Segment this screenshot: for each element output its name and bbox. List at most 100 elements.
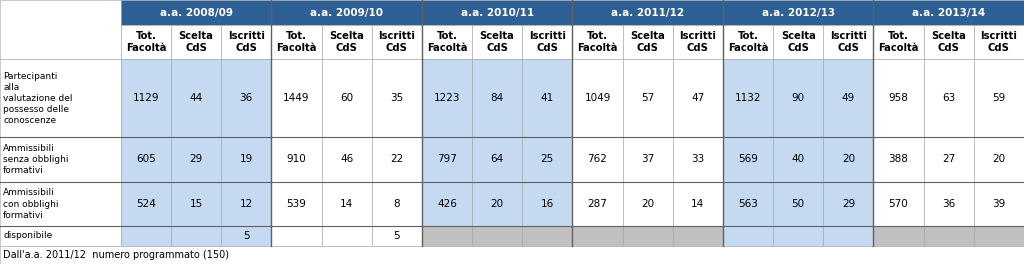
Text: Iscritti
CdS: Iscritti CdS xyxy=(528,31,566,53)
Bar xyxy=(221,137,271,182)
Bar xyxy=(0,227,121,246)
Text: Dall'a.a. 2011/12  numero programmato (150): Dall'a.a. 2011/12 numero programmato (15… xyxy=(3,250,229,260)
Text: Tot.
Facoltà: Tot. Facoltà xyxy=(427,31,467,53)
Text: 1049: 1049 xyxy=(585,93,610,103)
Bar xyxy=(372,182,422,227)
Bar xyxy=(0,137,121,182)
Text: 90: 90 xyxy=(792,93,805,103)
Bar xyxy=(271,25,322,59)
Bar xyxy=(924,137,974,182)
Text: 20: 20 xyxy=(842,154,855,164)
Text: 33: 33 xyxy=(691,154,705,164)
Text: 524: 524 xyxy=(136,199,156,209)
Text: Iscritti
CdS: Iscritti CdS xyxy=(679,31,717,53)
Bar xyxy=(121,227,171,246)
Text: 27: 27 xyxy=(942,154,955,164)
Bar xyxy=(221,25,271,59)
Bar xyxy=(422,227,472,246)
Bar xyxy=(673,137,723,182)
Text: 20: 20 xyxy=(490,199,504,209)
Text: 39: 39 xyxy=(992,199,1006,209)
Text: 19: 19 xyxy=(240,154,253,164)
Bar xyxy=(322,25,372,59)
Text: 14: 14 xyxy=(691,199,705,209)
Text: 36: 36 xyxy=(240,93,253,103)
Text: 64: 64 xyxy=(490,154,504,164)
Bar xyxy=(873,227,924,246)
Text: 15: 15 xyxy=(189,199,203,209)
Bar xyxy=(623,227,673,246)
Bar xyxy=(522,59,572,137)
Bar xyxy=(723,0,873,25)
Bar xyxy=(673,25,723,59)
Text: a.a. 2013/14: a.a. 2013/14 xyxy=(912,8,985,17)
Text: 36: 36 xyxy=(942,199,955,209)
Text: 910: 910 xyxy=(287,154,306,164)
Bar xyxy=(171,227,221,246)
Text: a.a. 2008/09: a.a. 2008/09 xyxy=(160,8,232,17)
Bar xyxy=(472,137,522,182)
Bar xyxy=(623,182,673,227)
Text: Scelta
CdS: Scelta CdS xyxy=(630,31,666,53)
Bar xyxy=(522,25,572,59)
Bar xyxy=(924,25,974,59)
Bar xyxy=(472,25,522,59)
Text: 50: 50 xyxy=(792,199,805,209)
Bar xyxy=(623,25,673,59)
Bar xyxy=(823,137,873,182)
Text: Tot.
Facoltà: Tot. Facoltà xyxy=(578,31,617,53)
Text: 569: 569 xyxy=(738,154,758,164)
Text: 29: 29 xyxy=(842,199,855,209)
Text: 12: 12 xyxy=(240,199,253,209)
Text: a.a. 2009/10: a.a. 2009/10 xyxy=(310,8,383,17)
Bar xyxy=(171,25,221,59)
Text: Scelta
CdS: Scelta CdS xyxy=(178,31,214,53)
Bar xyxy=(121,59,171,137)
Bar xyxy=(271,137,322,182)
Bar xyxy=(673,227,723,246)
Bar xyxy=(773,25,823,59)
Bar xyxy=(121,0,271,25)
Text: 16: 16 xyxy=(541,199,554,209)
Text: 958: 958 xyxy=(889,93,908,103)
Text: 1129: 1129 xyxy=(133,93,159,103)
Bar xyxy=(823,59,873,137)
Bar xyxy=(422,182,472,227)
Text: 5: 5 xyxy=(393,231,400,241)
Text: 49: 49 xyxy=(842,93,855,103)
Bar xyxy=(974,227,1024,246)
Bar xyxy=(472,182,522,227)
Text: Ammissibili
con obblighi
formativi: Ammissibili con obblighi formativi xyxy=(3,188,58,220)
Text: 46: 46 xyxy=(340,154,353,164)
Bar xyxy=(572,227,623,246)
Bar xyxy=(221,59,271,137)
Text: 47: 47 xyxy=(691,93,705,103)
Text: a.a. 2012/13: a.a. 2012/13 xyxy=(762,8,835,17)
Text: 60: 60 xyxy=(340,93,353,103)
Bar xyxy=(572,182,623,227)
Bar xyxy=(673,182,723,227)
Bar xyxy=(572,25,623,59)
Bar xyxy=(623,137,673,182)
Text: 20: 20 xyxy=(641,199,654,209)
Bar xyxy=(773,137,823,182)
Text: 1449: 1449 xyxy=(284,93,309,103)
Bar xyxy=(723,137,773,182)
Text: 797: 797 xyxy=(437,154,457,164)
Bar xyxy=(271,182,322,227)
Bar xyxy=(372,59,422,137)
Bar xyxy=(121,182,171,227)
Text: 37: 37 xyxy=(641,154,654,164)
Bar xyxy=(372,227,422,246)
Bar xyxy=(873,25,924,59)
Text: 5: 5 xyxy=(243,231,250,241)
Bar xyxy=(773,182,823,227)
Text: 40: 40 xyxy=(792,154,805,164)
Text: 41: 41 xyxy=(541,93,554,103)
Text: 25: 25 xyxy=(541,154,554,164)
Bar xyxy=(472,227,522,246)
Text: disponibile: disponibile xyxy=(3,232,52,241)
Text: 762: 762 xyxy=(588,154,607,164)
Bar xyxy=(924,59,974,137)
Bar xyxy=(171,137,221,182)
